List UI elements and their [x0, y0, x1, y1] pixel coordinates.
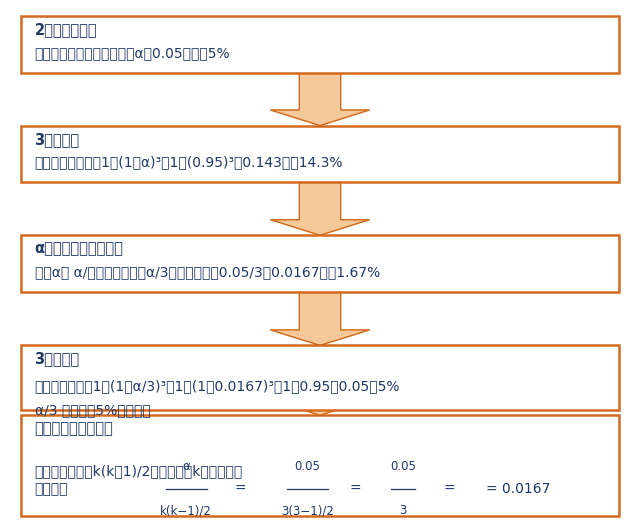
- Text: 間違える確率　　1－(1－α)³＝1－(0.95)³＝0.143　　14.3%: 間違える確率 1－(1－α)³＝1－(0.95)³＝0.143 14.3%: [35, 156, 343, 170]
- Text: 0.05: 0.05: [390, 460, 416, 473]
- Text: =: =: [444, 482, 455, 496]
- FancyBboxPatch shape: [20, 16, 620, 73]
- Polygon shape: [271, 400, 369, 416]
- FancyBboxPatch shape: [20, 126, 620, 183]
- Text: 3つの比較: 3つの比較: [35, 352, 79, 366]
- Polygon shape: [271, 110, 369, 126]
- Text: 3: 3: [399, 504, 406, 517]
- Text: 間違える確率　1－(1－α/3)³＝1－(1－0.0167)³＝1－0.95＝0.05　5%: 間違える確率 1－(1－α/3)³＝1－(1－0.0167)³＝1－0.95＝0…: [35, 379, 400, 393]
- FancyBboxPatch shape: [20, 346, 620, 410]
- Text: 3(3−1)/2: 3(3−1)/2: [281, 504, 333, 517]
- Text: = 0.0167: = 0.0167: [486, 482, 550, 496]
- Text: =: =: [349, 482, 361, 496]
- Text: 仮にαを α/組み合わせ数＝α/3にしてみる　0.05/3＝0.0167　　1.67%: 仮にαを α/組み合わせ数＝α/3にしてみる 0.05/3＝0.0167 1.6…: [35, 265, 380, 279]
- Polygon shape: [271, 330, 369, 346]
- Text: 間違える確率　　有意水準α＝0.05　　　5%: 間違える確率 有意水準α＝0.05 5%: [35, 46, 230, 60]
- Polygon shape: [271, 220, 369, 235]
- FancyBboxPatch shape: [300, 183, 340, 220]
- Text: 組み合わせ数　k(k－1)/2　　ただしkは集団の数: 組み合わせ数 k(k－1)/2 ただしkは集団の数: [35, 464, 243, 478]
- Text: 2つのみの比較: 2つのみの比較: [35, 22, 97, 37]
- Text: αを小さくすればよい: αを小さくすればよい: [35, 242, 124, 256]
- FancyBboxPatch shape: [20, 416, 620, 516]
- Text: 多重比較の有意水準: 多重比較の有意水準: [35, 421, 113, 436]
- FancyBboxPatch shape: [300, 292, 340, 330]
- Text: k(k−1)/2: k(k−1)/2: [160, 504, 212, 517]
- Text: 3つの比較: 3つの比較: [35, 132, 79, 147]
- Text: α/3 にすると5%になった: α/3 にすると5%になった: [35, 404, 150, 418]
- FancyBboxPatch shape: [20, 235, 620, 292]
- Text: 有意水準: 有意水準: [35, 482, 68, 496]
- Text: 0.05: 0.05: [294, 460, 320, 473]
- Text: =: =: [234, 482, 246, 496]
- FancyBboxPatch shape: [300, 400, 340, 410]
- Text: α: α: [182, 460, 190, 473]
- FancyBboxPatch shape: [300, 73, 340, 110]
